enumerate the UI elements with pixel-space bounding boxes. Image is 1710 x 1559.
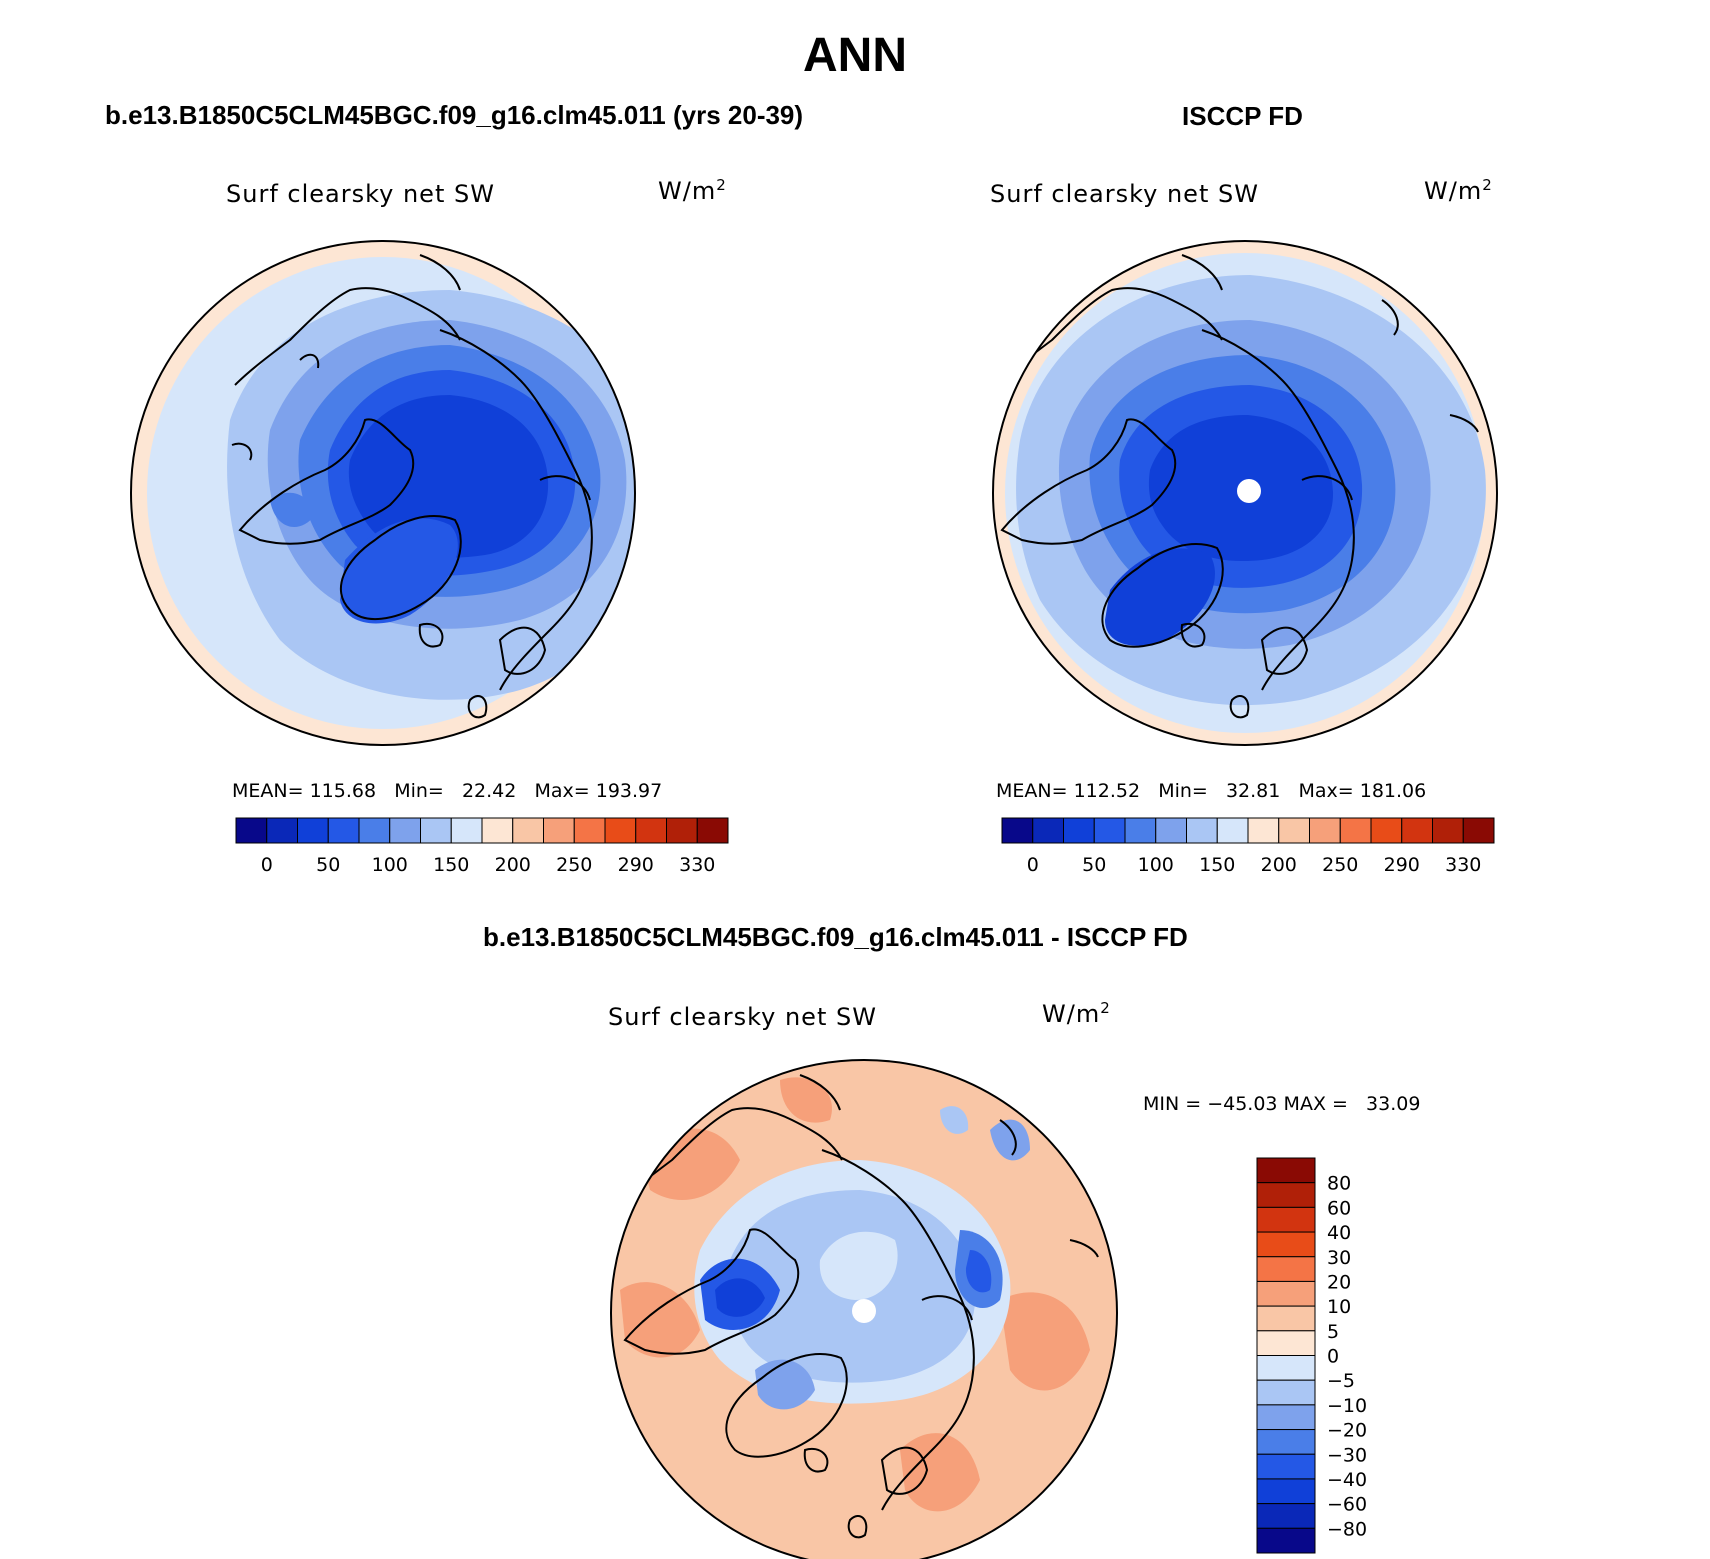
panel2-colorbar-swatch bbox=[1370, 817, 1403, 844]
panel2-colorbar-swatch bbox=[1401, 817, 1433, 844]
panel1-colorbar-swatch bbox=[573, 817, 606, 844]
panel1-variable-label: Surf clearsky net SW bbox=[226, 180, 495, 208]
panel1-colorbar-swatch bbox=[450, 817, 483, 844]
panel2-colorbar-swatch bbox=[1309, 817, 1341, 844]
panel2-colorbar-swatch bbox=[1186, 817, 1218, 844]
panel1-colorbar-tick-label: 290 bbox=[618, 854, 654, 876]
panel1-colorbar-swatch bbox=[635, 817, 667, 844]
panel1-colorbar: 0 50 100 150 200 250 290 330 bbox=[235, 817, 729, 876]
panel2-variable-label: Surf clearsky net SW bbox=[990, 180, 1259, 208]
panel2-colorbar-tick-label: 200 bbox=[1261, 854, 1297, 876]
panel3-colorbar-swatch bbox=[1256, 1305, 1316, 1332]
panel3-colorbar-tick-label: −10 bbox=[1327, 1395, 1367, 1417]
panel3-colorbar-tick-label: −20 bbox=[1327, 1420, 1367, 1442]
panel2-units-label: W/m2 bbox=[1424, 176, 1493, 205]
panel1-colorbar-swatch bbox=[604, 817, 637, 844]
panel2-colorbar-swatch bbox=[1247, 817, 1280, 844]
panel1-units-label: W/m2 bbox=[658, 176, 727, 205]
panel3-colorbar-swatch bbox=[1256, 1330, 1316, 1356]
panel3-units-label: W/m2 bbox=[1042, 999, 1111, 1028]
panel1-title: b.e13.B1850C5CLM45BGC.f09_g16.clm45.011 … bbox=[105, 100, 804, 130]
panel3-colorbar-swatch bbox=[1256, 1503, 1316, 1529]
panel1-colorbar-tick-label: 330 bbox=[679, 854, 715, 876]
panel1-colorbar-tick-label: 50 bbox=[316, 854, 340, 876]
panel2-colorbar-swatch bbox=[1339, 817, 1372, 844]
panel3-colorbar-tick-label: 20 bbox=[1327, 1271, 1351, 1293]
panel1-colorbar-swatch bbox=[358, 817, 391, 844]
panel2-colorbar-tick-label: 250 bbox=[1322, 854, 1358, 876]
panel1-colorbar-tick-label: 100 bbox=[372, 854, 408, 876]
panel3-colorbar-swatch bbox=[1256, 1157, 1316, 1184]
panel3-colorbar-swatch bbox=[1256, 1404, 1316, 1431]
panel3-colorbar-tick-label: 80 bbox=[1327, 1173, 1351, 1195]
panel1-colorbar-swatch bbox=[481, 817, 514, 844]
panel1-colorbar-tick-label: 200 bbox=[495, 854, 531, 876]
panel2-colorbar: 0 50 100 150 200 250 290 330 bbox=[1001, 817, 1495, 876]
panel3-colorbar-tick-label: −30 bbox=[1327, 1444, 1367, 1466]
panel1-colorbar-tick-label: 250 bbox=[556, 854, 592, 876]
panel1-colorbar-tick-label: 0 bbox=[261, 854, 273, 876]
panel3-title: b.e13.B1850C5CLM45BGC.f09_g16.clm45.011 … bbox=[483, 922, 1188, 952]
panel2-colorbar-swatch bbox=[1278, 817, 1310, 844]
panel1-colorbar-swatch bbox=[512, 817, 544, 844]
panel1-colorbar-tick-label: 150 bbox=[433, 854, 469, 876]
panel3-colorbar-tick-label: −60 bbox=[1327, 1494, 1367, 1516]
panel3-colorbar-swatch bbox=[1256, 1527, 1316, 1554]
panel3-colorbar-swatch bbox=[1256, 1182, 1316, 1208]
figure-title: ANN bbox=[803, 29, 907, 82]
panel3-colorbar-tick-label: 60 bbox=[1327, 1197, 1351, 1219]
panel3-colorbar-tick-label: −40 bbox=[1327, 1469, 1367, 1491]
panel3-minmax: MIN = −45.03 MAX = 33.09 bbox=[1143, 1093, 1421, 1115]
panel2-colorbar-swatch bbox=[1216, 817, 1249, 844]
panel1-colorbar-swatch bbox=[266, 817, 298, 844]
panel3-colorbar-swatch bbox=[1256, 1453, 1316, 1480]
panel2-colorbar-swatch bbox=[1462, 817, 1495, 844]
panel2-colorbar-swatch bbox=[1124, 817, 1157, 844]
panel1-map bbox=[130, 240, 636, 746]
panel2-colorbar-tick-label: 0 bbox=[1027, 854, 1039, 876]
panel1-stats: MEAN= 115.68 Min= 22.42 Max= 193.97 bbox=[232, 780, 663, 802]
panel1-colorbar-swatch bbox=[327, 817, 360, 844]
panel2-colorbar-tick-label: 100 bbox=[1138, 854, 1174, 876]
panel2-title: ISCCP FD bbox=[1182, 101, 1303, 131]
panel3-colorbar-swatch bbox=[1256, 1429, 1316, 1455]
panel3-colorbar-swatch bbox=[1256, 1478, 1316, 1505]
panel1-colorbar-swatch bbox=[389, 817, 421, 844]
panel2-colorbar-swatch bbox=[1155, 817, 1187, 844]
panel2-colorbar-tick-label: 330 bbox=[1445, 854, 1481, 876]
panel1-colorbar-swatch bbox=[666, 817, 698, 844]
panel1-colorbar-swatch bbox=[543, 817, 575, 844]
panel2-colorbar-tick-label: 50 bbox=[1082, 854, 1106, 876]
panel3-map bbox=[610, 1059, 1118, 1559]
panel2-colorbar-swatch bbox=[1032, 817, 1064, 844]
panel2-map bbox=[992, 240, 1498, 746]
panel2-stats: MEAN= 112.52 Min= 32.81 Max= 181.06 bbox=[996, 780, 1427, 802]
panel2-colorbar-swatch bbox=[1432, 817, 1464, 844]
panel3-colorbar-tick-label: 30 bbox=[1327, 1247, 1351, 1269]
panel2-colorbar-swatch bbox=[1093, 817, 1126, 844]
panel1-colorbar-swatch bbox=[235, 817, 268, 844]
panel3-colorbar-swatch bbox=[1256, 1206, 1316, 1233]
panel3-colorbar-swatch bbox=[1256, 1280, 1316, 1307]
panel3-colorbar-swatch bbox=[1256, 1379, 1316, 1406]
panel3-colorbar-tick-label: −80 bbox=[1327, 1518, 1367, 1540]
panel2-colorbar-swatch bbox=[1063, 817, 1095, 844]
panel3-variable-label: Surf clearsky net SW bbox=[608, 1003, 877, 1031]
panel3-colorbar-swatch bbox=[1256, 1231, 1316, 1258]
panel3-colorbar-tick-label: 5 bbox=[1327, 1321, 1339, 1343]
panel3-colorbar-swatch bbox=[1256, 1256, 1316, 1282]
panel1-colorbar-swatch bbox=[420, 817, 452, 844]
panel2-colorbar-tick-label: 150 bbox=[1199, 854, 1235, 876]
panel2-colorbar-swatch bbox=[1001, 817, 1034, 844]
panel2-colorbar-tick-label: 290 bbox=[1384, 854, 1420, 876]
panel3-colorbar-tick-label: 40 bbox=[1327, 1222, 1351, 1244]
panel3-colorbar-tick-label: 0 bbox=[1327, 1346, 1339, 1368]
panel3-colorbar-tick-label: −5 bbox=[1327, 1370, 1355, 1392]
panel3-colorbar-swatch bbox=[1256, 1355, 1316, 1381]
panel1-colorbar-swatch bbox=[297, 817, 329, 844]
panel1-colorbar-swatch bbox=[696, 817, 729, 844]
panel3-colorbar-tick-label: 10 bbox=[1327, 1296, 1351, 1318]
